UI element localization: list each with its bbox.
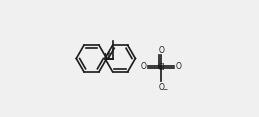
Text: O: O (176, 62, 182, 71)
Text: O: O (158, 46, 164, 55)
Text: N: N (103, 53, 109, 62)
Text: Cl: Cl (157, 63, 165, 72)
Text: O: O (158, 83, 164, 92)
Text: +: + (107, 51, 111, 56)
Text: O: O (141, 62, 147, 71)
Text: −: − (163, 86, 168, 91)
